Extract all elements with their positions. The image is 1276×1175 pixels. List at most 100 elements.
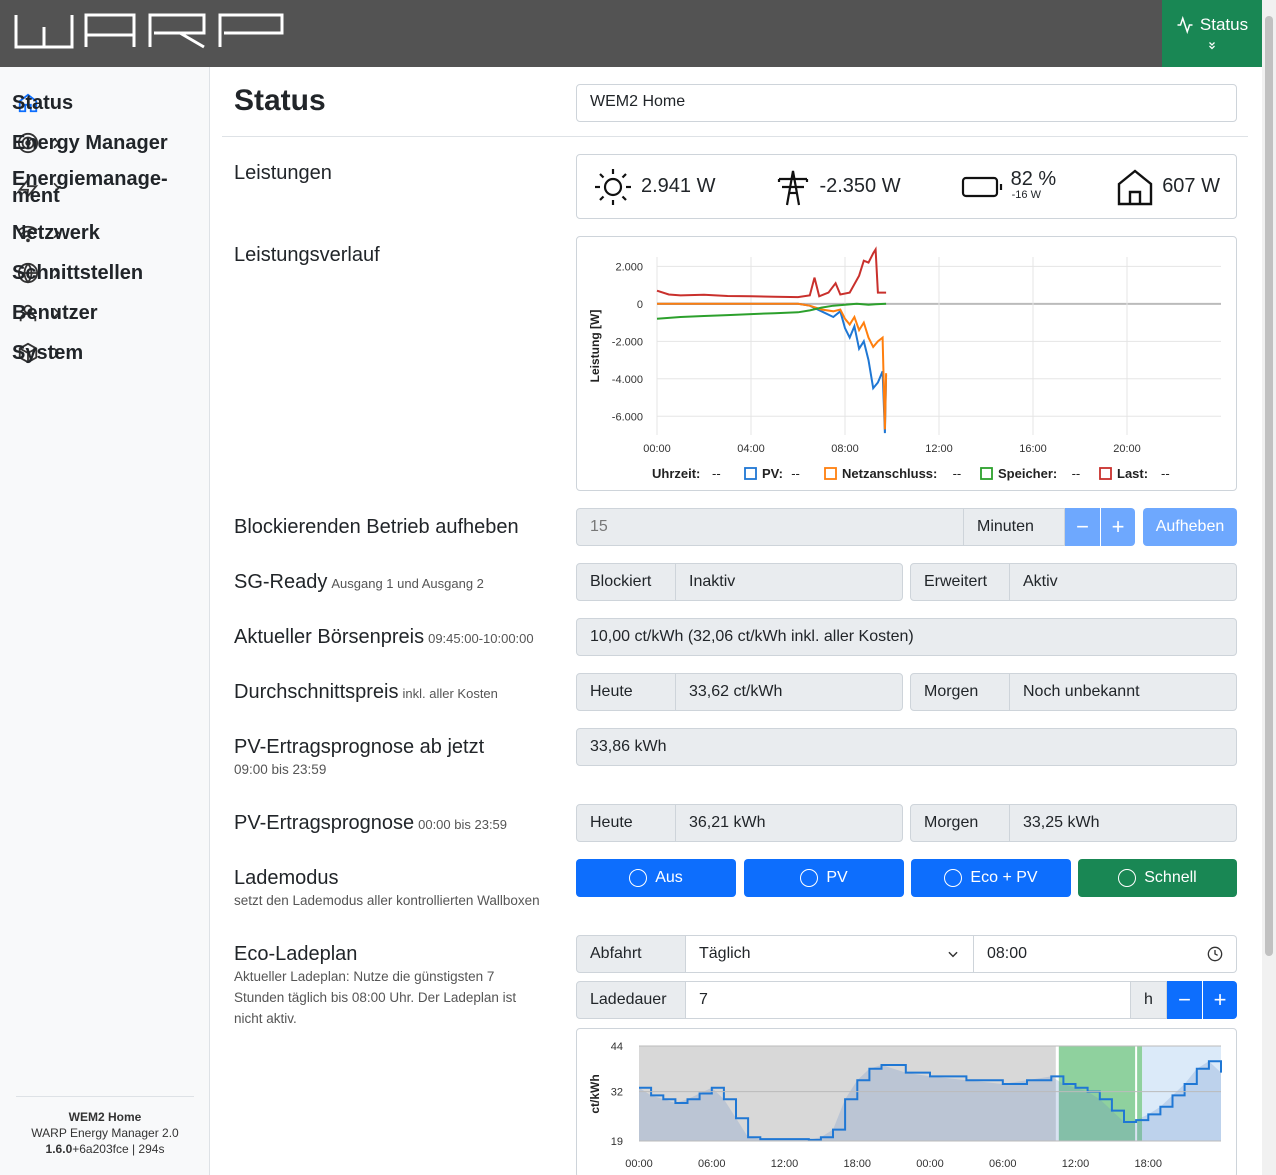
sidebar-item-netzwerk[interactable]: Netzwerk <box>12 221 100 244</box>
lademodus-label: Lademodus <box>234 867 339 889</box>
chevron-right-icon <box>53 137 60 149</box>
abfahrt-select[interactable]: Täglich <box>686 935 974 973</box>
home-icon <box>16 91 40 115</box>
boersenpreis-label: Aktueller Börsenpreis 09:45:00-10:00:00 <box>234 626 534 648</box>
y-tick-label: -4.000 <box>612 374 643 386</box>
increment-button[interactable]: + <box>1100 508 1135 546</box>
y-tick-label: 44 <box>611 1041 623 1053</box>
legend-swatch-pv <box>744 467 757 480</box>
boersenpreis-value: 10,00 ct/kWh (32,06 ct/kWh inkl. aller K… <box>576 618 1237 656</box>
legend-swatch-load <box>1099 467 1112 480</box>
legend-swatch-storage <box>980 467 993 480</box>
ladedauer-increment-button[interactable]: + <box>1202 981 1237 1019</box>
page-title: Status <box>234 84 326 117</box>
series-line-speicher <box>656 302 887 320</box>
sgready-output-1: Blockiert Inaktiv <box>576 563 903 601</box>
house-icon <box>1117 168 1153 205</box>
ladedauer-group: Ladedauer 7 h − + <box>576 981 1237 1019</box>
bolt-icon <box>16 176 40 200</box>
radio-icon <box>629 869 648 887</box>
radio-icon <box>1118 869 1137 887</box>
sgready-output-2: Erweitert Aktiv <box>910 563 1237 601</box>
page-scrollbar[interactable] <box>1262 0 1276 1175</box>
avg-price-today: Heute 33,62 ct/kWh <box>576 673 903 711</box>
sidebar: Status Energy Manager Energiemanage-ment… <box>0 67 210 1175</box>
device-name: WEM2 Home <box>68 1110 142 1124</box>
power-history-svg: 2.000 0 -2.000 -4.000 -6.000 00:00 04:00 08:00 1… <box>588 246 1221 481</box>
target-icon <box>16 131 40 155</box>
legend-swatch-grid <box>824 467 837 480</box>
y-tick-label: 2.000 <box>615 261 643 273</box>
warp-logo <box>14 13 284 49</box>
price-chart[interactable]: 44 32 19 00:00 06:00 12:00 18:00 00:00 06:00 12:0… <box>576 1028 1237 1175</box>
sidebar-item-energiemanagement[interactable]: Energiemanage-ment <box>12 168 168 207</box>
x-tick-label: 04:00 <box>737 443 765 455</box>
product-name: WARP Energy Manager 2.0 <box>31 1126 179 1140</box>
y-axis-label: Leistung [W] <box>588 310 602 383</box>
series-line-last <box>656 246 887 299</box>
hours-unit: h <box>1131 981 1167 1019</box>
radio-icon <box>800 869 819 887</box>
x-tick-label: 20:00 <box>1113 443 1141 455</box>
pv-forecast-now-sub: 09:00 bis 23:59 <box>234 762 327 777</box>
sidebar-item-benutzer[interactable]: Benutzer <box>12 301 98 325</box>
clock-icon <box>1207 946 1223 962</box>
pv-forecast-now-value: 33,86 kWh <box>576 728 1237 766</box>
y-tick-label: 32 <box>611 1087 623 1099</box>
aufheben-button[interactable]: Aufheben <box>1143 508 1237 546</box>
leistungen-label: Leistungen <box>234 162 332 184</box>
minutes-unit: Minuten <box>964 508 1065 546</box>
power-history-chart[interactable]: 2.000 0 -2.000 -4.000 -6.000 00:00 04:00 08:00 1… <box>576 236 1237 491</box>
blocking-label: Blockierenden Betrieb aufheben <box>234 516 519 538</box>
abfahrt-group: Abfahrt Täglich 08:00 <box>576 935 1237 973</box>
legend-time-label: Uhrzeit: <box>652 466 700 481</box>
pv-forecast-tomorrow: Morgen 33,25 kWh <box>910 804 1237 842</box>
abfahrt-time-input[interactable]: 08:00 <box>974 935 1237 973</box>
mode-eco-pv-button[interactable]: Eco + PV <box>911 859 1071 897</box>
sun-icon <box>595 168 631 205</box>
home-power-value: 607 W <box>1162 175 1220 197</box>
decrement-button[interactable]: − <box>1065 508 1100 546</box>
y-axis-label: ct/kWh <box>588 1074 602 1113</box>
divider <box>222 136 1248 137</box>
battery-power-value: -16 W <box>1011 188 1041 201</box>
ladedauer-input[interactable]: 7 <box>686 981 1131 1019</box>
x-tick-label: 00:00 <box>625 1158 653 1170</box>
ladedauer-label: Ladedauer <box>576 981 686 1019</box>
leistungsverlauf-label: Leistungsverlauf <box>234 244 380 266</box>
blocking-minutes-input[interactable]: 15 <box>576 508 964 546</box>
series-line-pv <box>657 302 888 434</box>
sidebar-item-status[interactable]: Status <box>12 91 74 115</box>
x-tick-label: 12:00 <box>925 443 953 455</box>
battery-soc-value: 82 % <box>1010 167 1057 190</box>
sidebar-item-energy-manager[interactable]: Energy Manager <box>12 131 168 155</box>
lademodus-sub: setzt den Lademodus aller kontrollierten… <box>234 893 540 908</box>
status-menu-button[interactable]: Status <box>1162 0 1262 67</box>
price-line <box>639 1060 1222 1141</box>
legend-label-grid: Netzanschluss: <box>842 466 937 481</box>
user-icon <box>16 301 40 325</box>
pv-forecast-label: PV-Ertragsprognose 00:00 bis 23:59 <box>234 812 508 834</box>
durchschnittspreis-label: Durchschnittspreis inkl. aller Kosten <box>234 681 498 703</box>
chevrons-down-icon <box>1162 39 1262 54</box>
device-name-field[interactable]: WEM2 Home <box>576 84 1237 122</box>
avg-price-tomorrow: Morgen Noch unbekannt <box>910 673 1237 711</box>
top-bar: Status <box>0 0 1262 67</box>
mode-schnell-button[interactable]: Schnell <box>1078 859 1237 897</box>
price-area <box>639 1061 1221 1141</box>
legend-value-grid: -- <box>953 466 962 481</box>
ladedauer-decrement-button[interactable]: − <box>1167 981 1202 1019</box>
mode-aus-button[interactable]: Aus <box>576 859 736 897</box>
sidebar-footer: WEM2 Home WARP Energy Manager 2.0 1.6.0+… <box>16 1096 194 1157</box>
mode-pv-button[interactable]: PV <box>744 859 904 897</box>
eco-ladeplan-label: Eco-Ladeplan <box>234 943 358 965</box>
chevron-right-icon <box>53 182 60 194</box>
battery-icon <box>961 176 1002 197</box>
future-region <box>1142 1046 1221 1141</box>
x-tick-label: 18:00 <box>1134 1158 1162 1170</box>
sidebar-item-system[interactable]: System <box>12 341 84 364</box>
pv-forecast-today: Heute 36,21 kWh <box>576 804 903 842</box>
sidebar-item-schnittstellen[interactable]: Schnittstellen <box>12 261 144 284</box>
status-menu-label: Status <box>1199 15 1249 34</box>
